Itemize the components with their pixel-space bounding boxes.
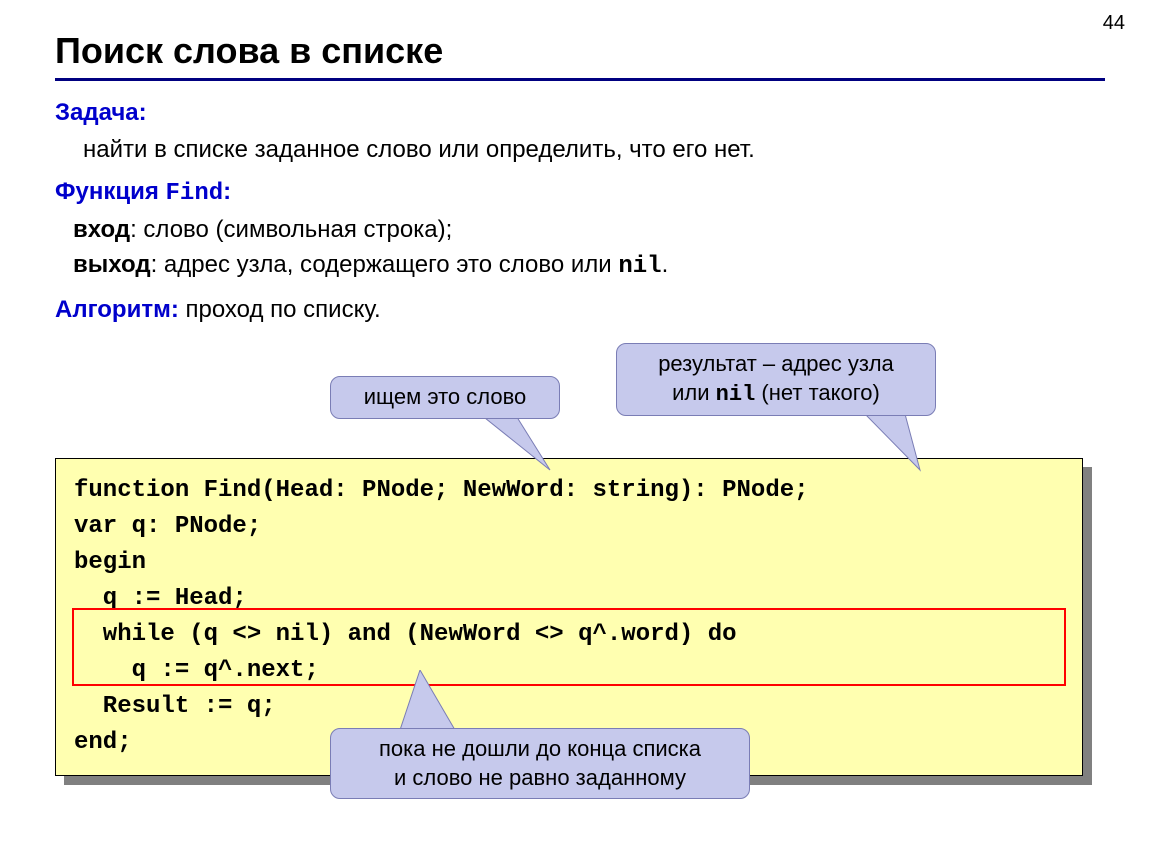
callout-1-tail [480,414,560,474]
callout-3-tail [400,670,490,734]
callout-2-line2a: или [672,380,716,405]
func-in-text: : слово (символьная строка); [130,216,452,243]
func-row: Функция Find: [55,178,1095,207]
func-out: выход: адрес узла, содержащего это слово… [73,248,1095,285]
page-number: 44 [1103,12,1125,35]
func-label-prefix: Функция [55,178,166,205]
code-l4: q := Head; [74,585,247,612]
task-row: Задача: [55,99,1095,127]
code-l2: var q: PNode; [74,513,261,540]
func-out-text-1: : адрес узла, содержащего это слово или [151,251,619,278]
task-text: найти в списке заданное слово или опреде… [83,133,1095,168]
callout-search-word: ищем это слово [330,376,560,419]
func-out-text-2: . [662,251,669,278]
func-out-mono: nil [618,253,661,280]
callout-2-line2b: (нет такого) [755,380,880,405]
callout-2-mono: nil [716,382,756,407]
func-label-mono: Find [166,180,224,207]
algo-label: Алгоритм: [55,296,179,323]
callout-3-line2: и слово не равно заданному [349,764,731,793]
task-label: Задача: [55,99,147,126]
func-label-suffix: : [223,178,231,205]
func-out-label: выход [73,251,151,278]
code-l3: begin [74,549,146,576]
callout-while-cond: пока не дошли до конца списка и слово не… [330,728,750,799]
algo-row: Алгоритм: проход по списку. [55,296,1095,324]
callout-3-line1: пока не дошли до конца списка [349,735,731,764]
code-l5: while (q <> nil) and (NewWord <> q^.word… [74,621,737,648]
func-in-label: вход [73,216,130,243]
callout-1-text: ищем это слово [364,384,527,409]
code-l8: end; [74,729,132,756]
slide: 44 Поиск слова в списке Задача: найти в … [0,0,1150,864]
callout-2-line1: результат – адрес узла [635,350,917,379]
code-l1: function Find(Head: PNode; NewWord: stri… [74,477,809,504]
code-l6: q := q^.next; [74,657,319,684]
code-l7: Result := q; [74,693,276,720]
title-rule [55,78,1105,81]
callout-2-line2: или nil (нет такого) [635,379,917,410]
callout-2-tail [855,414,935,474]
callout-result: результат – адрес узла или nil (нет тако… [616,343,936,416]
slide-title: Поиск слова в списке [55,30,1095,72]
algo-text: проход по списку. [179,296,381,323]
func-in: вход: слово (символьная строка); [73,213,1095,248]
